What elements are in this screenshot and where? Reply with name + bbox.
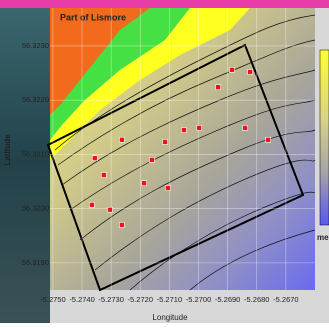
x-tick-label: -5.2720 [128, 295, 153, 304]
x-tick-label: -5.2670 [273, 295, 298, 304]
station-marker [181, 127, 187, 133]
station-marker [92, 155, 98, 162]
y-tick-label: 56.3230 [22, 41, 49, 50]
station-marker [162, 139, 168, 145]
top-bar [0, 0, 329, 8]
photo-strip [0, 0, 50, 323]
x-tick-label: -5.2740 [69, 295, 94, 304]
station-marker [89, 202, 95, 208]
station-marker [242, 125, 248, 131]
station-marker [149, 157, 155, 163]
x-tick-label: -5.2710 [157, 295, 182, 304]
y-tick-label: 56.3210 [22, 149, 49, 158]
x-tick-label: -5.2700 [186, 295, 211, 304]
y-tick-label: 56.3220 [22, 95, 49, 104]
x-tick-label: -5.2680 [244, 295, 269, 304]
x-tick-label: -5.2750 [40, 295, 65, 304]
y-tick-label: 56.3190 [22, 258, 49, 267]
station-marker [215, 84, 221, 90]
station-marker [141, 180, 147, 186]
map-area [46, 8, 316, 292]
station-marker [119, 136, 125, 143]
station-marker [265, 136, 271, 143]
station-marker [101, 172, 107, 178]
station-marker [165, 185, 171, 191]
x-tick-label: -5.2690 [215, 295, 240, 304]
x-tick-label: -5.2730 [98, 295, 123, 304]
station-marker [196, 125, 202, 131]
y-tick-label: 56.3200 [22, 204, 49, 213]
x-axis-label: Longitude [152, 313, 188, 322]
annotation: Part of Lismore [60, 12, 126, 22]
station-marker [229, 67, 235, 73]
station-marker [119, 222, 125, 228]
legend-label: me [317, 233, 329, 242]
station-marker [107, 206, 113, 213]
colorbar [319, 49, 329, 226]
y-axis-label: Latitude [3, 134, 12, 166]
station-marker [247, 69, 253, 75]
